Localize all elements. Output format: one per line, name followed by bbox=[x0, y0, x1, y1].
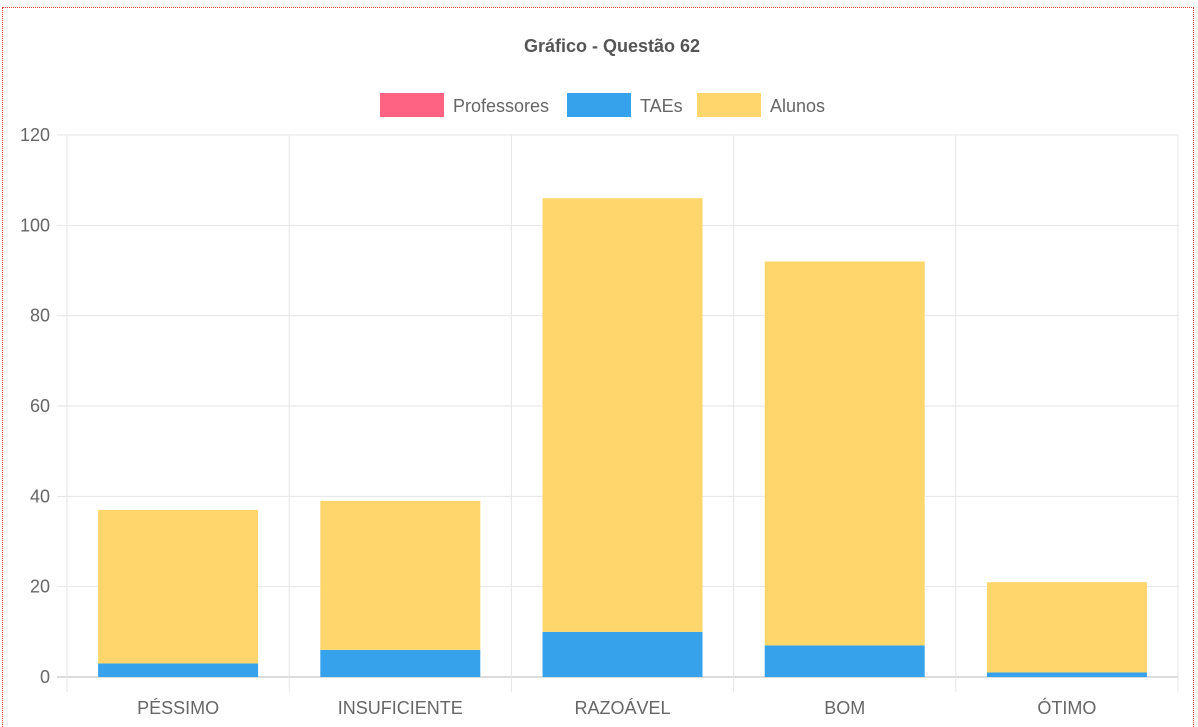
legend-swatch-taes[interactable] bbox=[567, 93, 631, 117]
bar-alunos[interactable] bbox=[986, 582, 1147, 673]
y-tick-label: 60 bbox=[30, 396, 50, 416]
y-tick-label: 0 bbox=[40, 667, 50, 687]
x-tick-label: PÉSSIMO bbox=[137, 698, 219, 718]
x-axis-ticks: PÉSSIMO INSUFICIENTE RAZOÁVEL BOM ÓTIMO bbox=[137, 697, 1096, 718]
y-tick-label: 20 bbox=[30, 577, 50, 597]
y-tick-label: 120 bbox=[20, 125, 50, 145]
bar-taes[interactable] bbox=[986, 672, 1147, 677]
x-tick-label: ÓTIMO bbox=[1037, 697, 1096, 718]
bar-alunos[interactable] bbox=[98, 509, 259, 664]
bar-alunos[interactable] bbox=[320, 500, 481, 650]
legend-swatch-professores[interactable] bbox=[380, 93, 444, 117]
bar-taes[interactable] bbox=[764, 645, 925, 677]
legend-label-professores[interactable]: Professores bbox=[453, 96, 549, 116]
bar-taes[interactable] bbox=[320, 649, 481, 677]
bar-alunos[interactable] bbox=[764, 261, 925, 646]
y-tick-label: 40 bbox=[30, 486, 50, 506]
chart-frame bbox=[2, 7, 1194, 727]
y-tick-label: 100 bbox=[20, 215, 50, 235]
legend-swatch-alunos[interactable] bbox=[697, 93, 761, 117]
bar-alunos[interactable] bbox=[542, 198, 703, 632]
bars bbox=[98, 198, 1147, 677]
legend-label-taes[interactable]: TAEs bbox=[640, 96, 683, 116]
x-tick-label: BOM bbox=[824, 698, 865, 718]
bar-taes[interactable] bbox=[542, 631, 703, 677]
x-tick-label: RAZOÁVEL bbox=[574, 698, 670, 718]
y-tick-label: 80 bbox=[30, 306, 50, 326]
legend-label-alunos[interactable]: Alunos bbox=[770, 96, 825, 116]
y-axis-ticks: 0 20 40 60 80 100 120 bbox=[20, 125, 50, 687]
chart-title: Gráfico - Questão 62 bbox=[524, 36, 700, 56]
bar-taes[interactable] bbox=[98, 663, 259, 677]
legend: Professores TAEs Alunos bbox=[380, 93, 825, 117]
x-tick-label: INSUFICIENTE bbox=[338, 698, 463, 718]
